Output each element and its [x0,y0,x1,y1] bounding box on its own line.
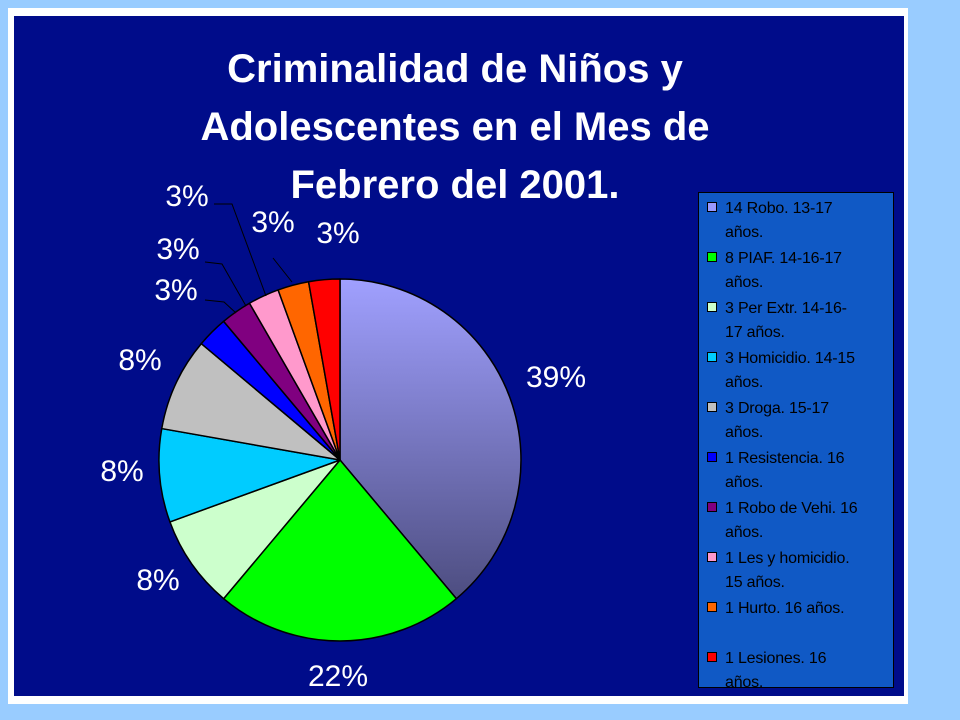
legend-swatch [707,252,717,262]
legend-label: 1 Resistencia. 16 años. [725,447,897,495]
slice-percent-label: 39% [526,361,586,394]
legend-label-line: 17 años. [725,324,785,341]
slice-percent-label: 8% [100,455,143,488]
legend-label: 8 PIAF. 14-16-17 años. [725,247,897,295]
legend-label-line: años. [725,224,764,241]
slice-percent-label: 3% [316,217,359,250]
legend-swatch [707,652,717,662]
chart-title-line-1: Criminalidad de Niños y [227,47,683,91]
legend-swatch [707,502,717,512]
legend-label: 14 Robo. 13-17 años. [725,197,897,245]
slice-percent-label: 3% [154,274,197,307]
legend-label-line: años. [725,274,764,291]
legend-label: 3 Per Extr. 14-16- 17 años. [725,297,897,345]
legend-label: 1 Lesiones. 16 años. [725,647,897,695]
pie-slice [158,427,341,523]
legend-label-line: 1 Resistencia. 16 [725,450,845,467]
legend-label-line: 1 Robo de Vehi. 16 [725,500,858,517]
legend-label-line: años. [725,524,764,541]
slice-percent-label: 3% [165,180,208,213]
legend-label-line: 14 Robo. 13-17 [725,200,833,217]
pie-slice [222,459,458,642]
legend-label-line: años. [725,474,764,491]
leader-line [214,203,267,297]
pie-slice [307,278,341,461]
legend-label-line: años. [725,374,764,391]
chart-title: Criminalidad de Niños y Adolescentes en … [24,40,886,214]
leader-line [272,257,293,283]
legend-label-line: años. [725,424,764,441]
leader-line [204,261,247,307]
slice-percent-label: 3% [251,206,294,239]
legend-label-line: 3 Per Extr. 14-16- [725,300,847,317]
legend-label-line: 15 años. [725,574,785,591]
pie-slice [169,459,341,600]
legend-label-line: 1 Les y homicidio. [725,550,850,567]
chart-title-line-2: Adolescentes en el Mes de [200,105,710,149]
pie-slice [161,342,341,461]
legend-label-line: 1 Lesiones. 16 [725,650,827,667]
legend-swatch [707,402,717,412]
legend-label: 1 Hurto. 16 años. [725,597,897,621]
legend: 14 Robo. 13-17 años. 8 PIAF. 14-16-17 años.… [698,192,897,691]
legend-swatch [707,452,717,462]
slice-percent-label: 3% [156,233,199,266]
legend-swatch [707,202,717,212]
leader-line [204,299,237,314]
legend-label: 3 Homicidio. 14-15 años. [725,347,897,395]
legend-label: 1 Robo de Vehi. 16 años. [725,497,897,545]
legend-label: 1 Les y homicidio. 15 años. [725,547,897,595]
legend-swatch [707,552,717,562]
legend-swatch [707,352,717,362]
legend-swatch [707,602,717,612]
legend-swatch [707,302,717,312]
legend-label-line: 1 Hurto. 16 años. [725,600,845,617]
slice-percent-label: 8% [136,564,179,597]
chart-title-line-3: Febrero del 2001. [290,163,620,207]
legend-label-line: años. [725,674,764,691]
slice-percent-label: 22% [308,660,368,693]
slice-percent-label: 8% [118,344,161,377]
pie-slice [339,278,522,600]
legend-label-line: 3 Homicidio. 14-15 [725,350,855,367]
legend-label-line: 8 PIAF. 14-16-17 [725,250,842,267]
legend-label: 3 Droga. 15-17 años. [725,397,897,445]
legend-label-line: 3 Droga. 15-17 [725,400,829,417]
